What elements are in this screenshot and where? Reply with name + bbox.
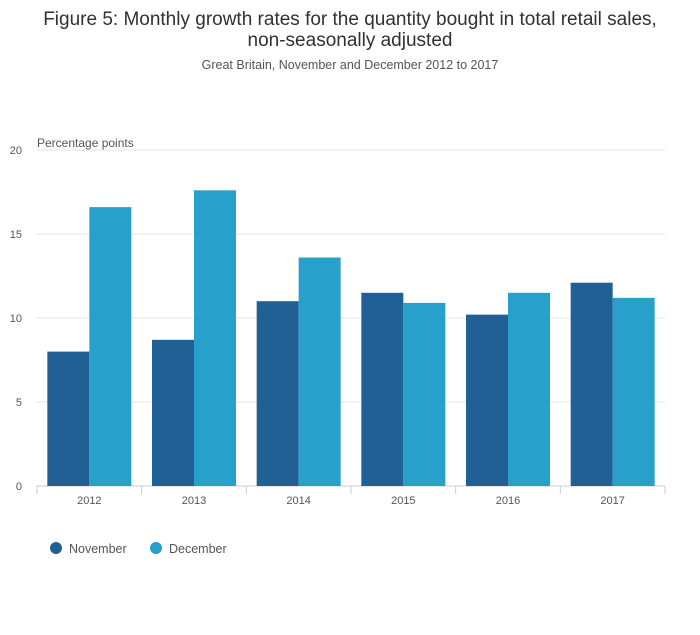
x-tick-label: 2015 bbox=[391, 495, 415, 507]
bar-november-2017 bbox=[570, 282, 613, 486]
y-tick-label: 0 bbox=[16, 481, 22, 493]
legend-marker-november bbox=[50, 542, 62, 554]
bar-december-2013 bbox=[194, 190, 236, 486]
legend: November December bbox=[50, 542, 227, 556]
y-axis-ticks: 0 5 10 15 20 bbox=[10, 145, 22, 493]
x-tick-label: 2016 bbox=[496, 495, 520, 507]
bar-november-2014 bbox=[256, 301, 299, 486]
bars bbox=[47, 190, 655, 486]
bar-december-2016 bbox=[508, 292, 550, 486]
y-tick-label: 20 bbox=[10, 145, 22, 157]
x-tick-label: 2014 bbox=[286, 495, 310, 507]
x-tick-label: 2012 bbox=[77, 495, 101, 507]
bar-december-2014 bbox=[298, 257, 341, 486]
chart-title-line-2: non-seasonally adjusted bbox=[248, 30, 453, 51]
x-tick-label: 2017 bbox=[600, 495, 624, 507]
y-axis-unit-label: Percentage points bbox=[37, 136, 134, 150]
bar-december-2012 bbox=[89, 207, 132, 486]
chart-subtitle: Great Britain, November and December 201… bbox=[202, 58, 499, 72]
bar-november-2012 bbox=[47, 351, 90, 486]
x-tick-label: 2013 bbox=[182, 495, 206, 507]
y-tick-label: 15 bbox=[10, 229, 22, 241]
bar-november-2016 bbox=[466, 314, 508, 486]
bar-november-2013 bbox=[152, 339, 194, 486]
legend-label-november: November bbox=[69, 542, 127, 556]
bar-december-2015 bbox=[403, 302, 446, 486]
legend-label-december: December bbox=[169, 542, 227, 556]
legend-marker-december bbox=[150, 542, 162, 554]
x-axis: 2012 2013 2014 2015 2016 2017 bbox=[36, 486, 666, 507]
bar-december-2017 bbox=[612, 297, 655, 486]
chart-title-line-1: Figure 5: Monthly growth rates for the q… bbox=[43, 9, 657, 30]
y-tick-label: 5 bbox=[16, 397, 22, 409]
bar-november-2015 bbox=[361, 292, 404, 486]
y-tick-label: 10 bbox=[10, 313, 22, 325]
